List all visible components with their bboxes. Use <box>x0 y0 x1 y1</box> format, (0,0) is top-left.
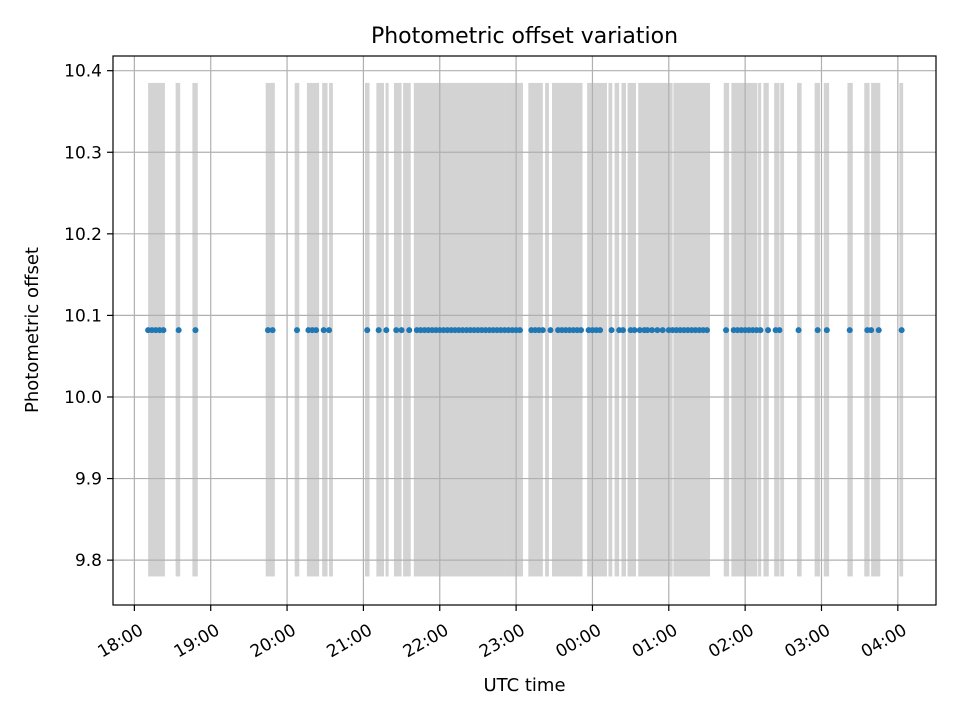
data-point-65 <box>608 327 615 334</box>
data-point-105 <box>875 327 882 334</box>
data-point-8 <box>269 327 276 334</box>
x-tick-label-7: 01:00 <box>629 620 681 662</box>
shaded-interval-36 <box>871 82 881 577</box>
data-point-95 <box>757 327 764 334</box>
y-axis-label: Photometric offset <box>22 247 43 413</box>
x-tick-label-2: 20:00 <box>247 620 299 662</box>
data-point-4 <box>160 327 167 334</box>
y-tick-label-0: 9.8 <box>75 551 102 571</box>
data-point-53 <box>547 327 554 334</box>
data-point-104 <box>868 327 875 334</box>
data-point-18 <box>393 327 400 334</box>
data-point-101 <box>823 327 830 334</box>
x-tick-label-10: 04:00 <box>858 620 910 662</box>
data-point-6 <box>192 327 199 334</box>
chart-title: Photometric offset variation <box>371 24 678 49</box>
data-point-72 <box>644 327 651 334</box>
grid <box>113 56 936 605</box>
data-point-75 <box>659 327 666 334</box>
data-point-86 <box>703 327 710 334</box>
data-point-5 <box>175 327 182 334</box>
data-point-9 <box>293 327 300 334</box>
plot-frame <box>112 55 937 606</box>
data-point-102 <box>846 327 853 334</box>
data-point-99 <box>795 327 802 334</box>
data-point-60 <box>577 327 584 334</box>
y-tick-label-6: 10.4 <box>64 62 102 82</box>
shaded-interval-16 <box>545 82 549 577</box>
x-tick-label-0: 18:00 <box>94 620 146 662</box>
data-point-69 <box>631 327 638 334</box>
x-axis-ticks: 18:00 19:00 20:00 21:00 22:00 23:00 00:00 01:00… <box>94 605 910 662</box>
y-tick-label-1: 9.9 <box>75 470 102 490</box>
y-tick-label-2: 10.0 <box>64 388 102 408</box>
data-points <box>145 327 905 334</box>
data-point-52 <box>539 327 546 334</box>
data-point-20 <box>406 327 413 334</box>
data-point-67 <box>619 327 626 334</box>
data-point-14 <box>326 327 333 334</box>
data-point-70 <box>636 327 643 334</box>
y-tick-label-4: 10.2 <box>64 225 102 245</box>
x-axis-label: UTC time <box>483 675 565 696</box>
data-point-13 <box>320 327 327 334</box>
data-point-98 <box>776 327 783 334</box>
data-point-96 <box>765 327 772 334</box>
x-tick-label-3: 21:00 <box>323 620 375 662</box>
data-point-100 <box>814 327 821 334</box>
y-tick-label-3: 10.1 <box>64 306 102 326</box>
x-tick-label-6: 00:00 <box>553 620 605 662</box>
data-point-73 <box>648 327 655 334</box>
y-axis-ticks: 9.8 9.9 10.0 10.1 10.2 10.3 10.4 <box>64 62 113 571</box>
x-tick-label-1: 19:00 <box>171 620 223 662</box>
data-point-74 <box>654 327 661 334</box>
data-point-7 <box>264 327 271 334</box>
data-point-19 <box>398 327 405 334</box>
data-point-106 <box>898 327 905 334</box>
y-tick-label-5: 10.3 <box>64 143 102 163</box>
data-point-17 <box>383 327 390 334</box>
shaded-intervals <box>148 82 904 577</box>
x-tick-label-4: 22:00 <box>400 620 452 662</box>
data-point-16 <box>375 327 382 334</box>
data-point-48 <box>516 327 523 334</box>
x-tick-label-5: 23:00 <box>476 620 528 662</box>
data-point-87 <box>723 327 730 334</box>
x-tick-label-8: 02:00 <box>705 620 757 662</box>
data-point-15 <box>364 327 371 334</box>
data-point-12 <box>313 327 320 334</box>
x-tick-label-9: 03:00 <box>782 620 834 662</box>
data-point-64 <box>597 327 604 334</box>
